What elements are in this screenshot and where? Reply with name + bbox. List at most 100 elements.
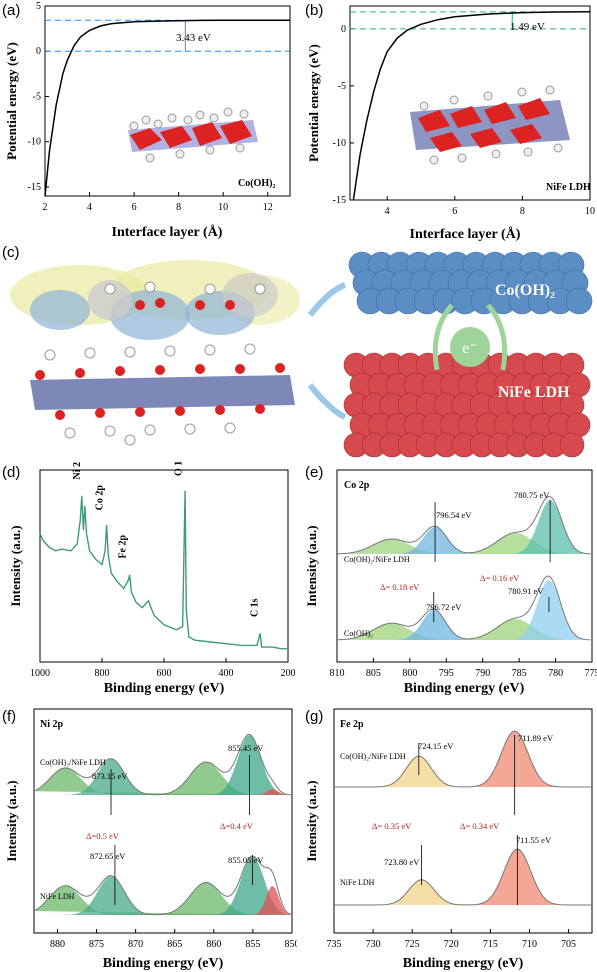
- peak-label-d: Ni 2p: [72, 462, 83, 479]
- fitted-peak-f: [34, 759, 292, 795]
- y-tick-label-b: -10: [333, 138, 346, 149]
- electron-circle: [450, 327, 490, 367]
- y-tick-label-a: 0: [36, 46, 41, 57]
- panel-a-chart: 2 4 6 8 10 12 5 0 -5 -10 -15 3.43 eV Co(OH)₂ Inter…: [4, 1, 291, 240]
- top-sample-g: Co(OH)₂/NiFe LDH: [340, 752, 406, 761]
- fitted-peak-f: [34, 768, 292, 795]
- peak-label-g-1: 724.15 eV: [418, 741, 454, 751]
- panel-a-label: (a): [2, 2, 21, 19]
- y-tick-label-b: -15: [333, 195, 346, 206]
- x-tick-label-e: 790: [475, 668, 490, 679]
- peak-label-e-1: 796.54 eV: [436, 510, 472, 520]
- xlabel-d: Binding energy (eV): [104, 681, 225, 696]
- peak-label-e-4: 780.91 eV: [508, 586, 544, 596]
- peak-label-d: Fe 2p: [118, 535, 129, 559]
- x-tick-label-b: 4: [385, 206, 390, 217]
- x-tick-label-e: 805: [366, 668, 381, 679]
- peak-label-e-2: 780.75 eV: [514, 490, 550, 500]
- xlabel-a: Interface layer (Å): [112, 224, 223, 240]
- envelope-g: [334, 730, 592, 788]
- nife-sphere: [559, 432, 585, 458]
- x-tick-label-g: 705: [561, 939, 576, 950]
- fitted-peak-f: [34, 876, 292, 915]
- axes-frame-e: [336, 469, 593, 663]
- ylabel-d: Intensity (a.u.): [8, 525, 23, 606]
- panel-d-label: (d): [2, 464, 21, 481]
- x-tick-label-g: 715: [483, 939, 498, 950]
- x-tick-label-e: 810: [330, 668, 345, 679]
- bottom-sample-g: NiFe LDH: [340, 878, 375, 887]
- peak-label-f-1: 873.15 eV: [92, 771, 128, 781]
- shift-label-e-2: Δ= 0.16 eV: [480, 573, 520, 583]
- shift-label-g-1: Δ= 0.35 eV: [372, 821, 412, 831]
- fitted-peak-f: [34, 886, 292, 915]
- fitted-peak-f: [34, 789, 292, 795]
- x-tick-label-d: 400: [219, 668, 234, 679]
- x-tick-label-e: 795: [439, 668, 454, 679]
- panel-f-chart: 880 875 870 865 860 855 850 Ni 2p Co(OH)₂/NiFe…: [4, 708, 297, 971]
- y-tick-label-a: -10: [28, 137, 41, 148]
- peak-label-d: Co 2p: [95, 485, 106, 511]
- x-tick-label-d: 600: [157, 668, 172, 679]
- electron-arrow-right: [486, 303, 508, 371]
- nife-ldh-sphere-layer: [343, 352, 591, 458]
- xlabel-b: Interface layer (Å): [410, 226, 521, 242]
- x-tick-label-f: 880: [50, 939, 65, 950]
- axes-frame-b: [349, 5, 591, 201]
- shift-label-f-1: Δ=0.5 eV: [86, 831, 120, 841]
- y-tick-label-a: -15: [28, 182, 41, 193]
- axes-frame-g: [333, 708, 593, 934]
- panel-g-label: (g): [305, 708, 324, 725]
- coh2-slab-illustration: [128, 107, 258, 163]
- top-sample-f: Co(OH)₂/NiFe LDH: [40, 758, 106, 767]
- x-tick-label-e: 780: [548, 668, 563, 679]
- panel-f-label: (f): [2, 708, 17, 725]
- axes-frame-f: [33, 708, 293, 934]
- coh2-sphere-layer: [348, 251, 593, 315]
- fitted-peak-e: [337, 580, 591, 640]
- x-tick-label-g: 720: [444, 939, 459, 950]
- x-tick-label-a: 10: [218, 202, 228, 213]
- y-tick-label-a: 5: [36, 1, 41, 12]
- ylabel-g: Intensity (a.u.): [304, 780, 319, 861]
- curved-arrow-up: [307, 282, 347, 317]
- top-material-label: Co(OH)₂: [495, 282, 555, 299]
- fitted-peak-e: [337, 539, 591, 554]
- title-f: Ni 2p: [40, 719, 64, 730]
- gap-value-a: 3.43 eV: [176, 32, 211, 44]
- potential-curve-a: [44, 19, 290, 197]
- x-tick-label-a: 2: [43, 202, 48, 213]
- x-tick-label-f: 855: [245, 939, 260, 950]
- peak-label-g-3: 723.80 eV: [384, 857, 420, 867]
- y-tick-label-b: 0: [341, 24, 346, 35]
- curved-arrow-down: [307, 383, 347, 420]
- ylabel-a: Potential energy (eV): [4, 42, 19, 160]
- bottom-sample-e: Co(OH)₂: [344, 629, 373, 638]
- x-tick-label-g: 725: [405, 939, 420, 950]
- panel-c-illustration: e⁻ Co(OH)₂ NiFe LDH: [10, 251, 593, 458]
- xlabel-g: Binding energy (eV): [403, 956, 524, 971]
- x-tick-label-g: 730: [366, 939, 381, 950]
- potential-curve-b: [352, 11, 591, 201]
- x-tick-label-f: 860: [206, 939, 221, 950]
- x-tick-label-b: 6: [452, 206, 457, 217]
- nife-ldh-slab-illustration: [410, 85, 570, 165]
- peak-label-g-2: 711.89 eV: [518, 733, 554, 743]
- title-e: Co 2p: [344, 480, 370, 491]
- x-tick-label-e: 775: [585, 668, 597, 679]
- x-tick-label-e: 800: [402, 668, 417, 679]
- xlabel-e: Binding energy (eV): [404, 681, 525, 696]
- axes-frame-a: [44, 5, 291, 197]
- x-tick-label-a: 6: [132, 202, 137, 213]
- ylabel-f: Intensity (a.u.): [4, 780, 19, 861]
- title-g: Fe 2p: [340, 719, 364, 730]
- fitted-peak-g: [334, 849, 592, 905]
- fitted-peak-e: [337, 500, 591, 554]
- x-tick-label-f: 865: [167, 939, 182, 950]
- envelope-f: [33, 855, 293, 916]
- material-label-b: NiFe LDH: [546, 182, 591, 193]
- ylabel-e: Intensity (a.u.): [304, 525, 319, 606]
- envelope-f: [33, 733, 293, 796]
- x-tick-label-a: 12: [263, 202, 273, 213]
- bottom-material-label: NiFe LDH: [498, 384, 570, 401]
